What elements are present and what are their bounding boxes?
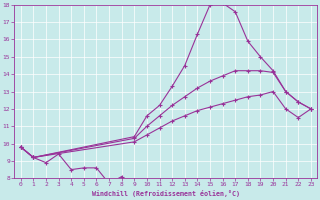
X-axis label: Windchill (Refroidissement éolien,°C): Windchill (Refroidissement éolien,°C) [92,190,240,197]
